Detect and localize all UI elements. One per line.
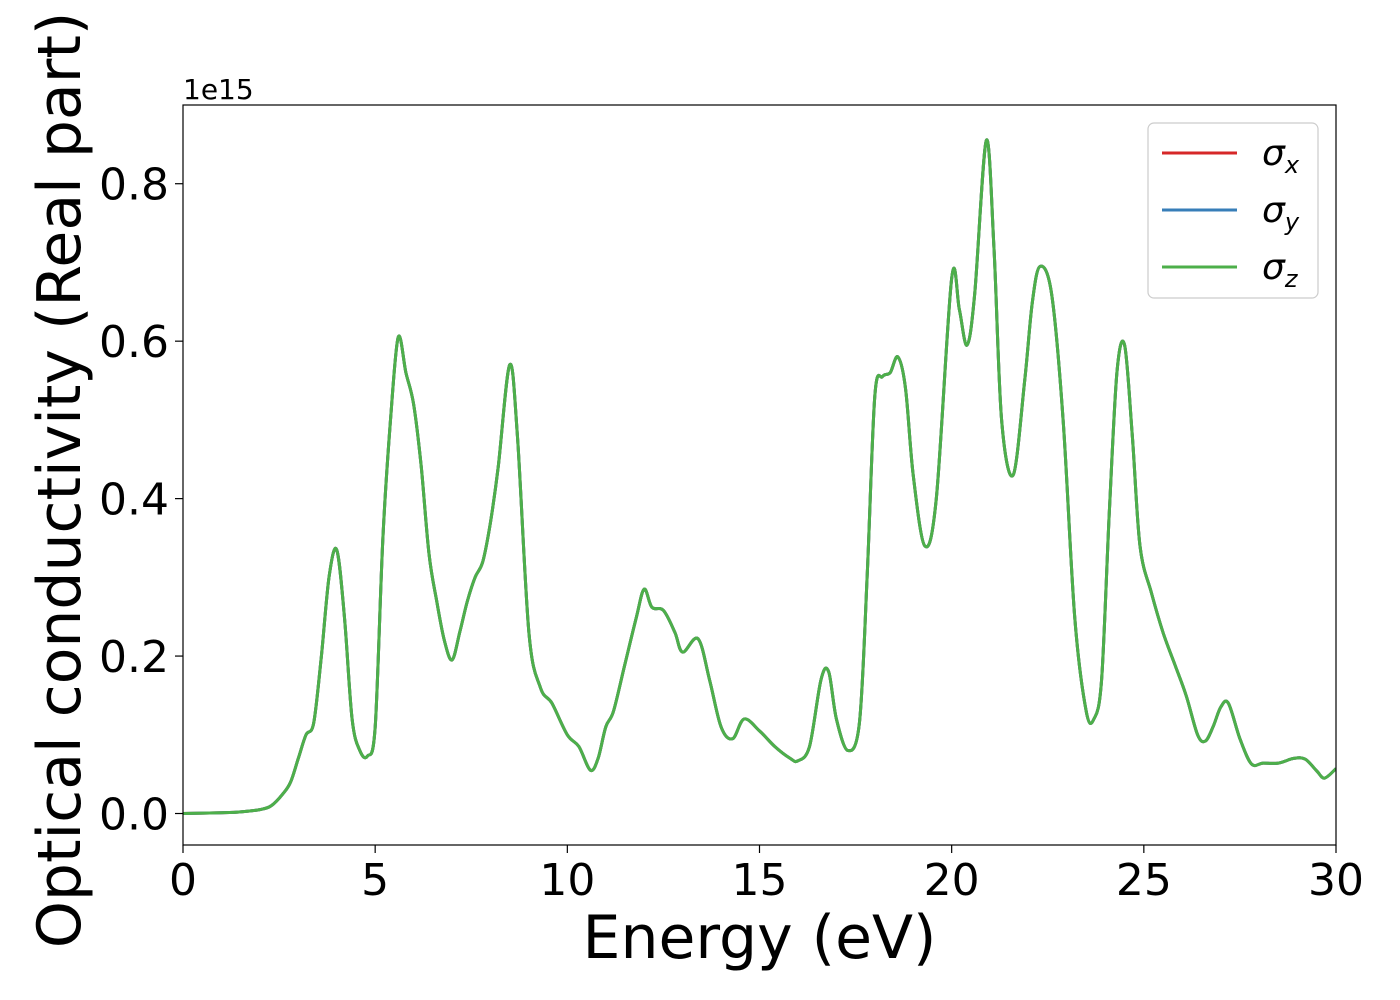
axes-frame (182, 104, 1337, 846)
x-axis-title: Energy (eV) (583, 903, 937, 973)
y-axis-title: Optical conductivity (Real part) (25, 12, 95, 949)
axes-ticks: 0 5 10 15 20 25 30 0.0 0.2 0.4 0.6 0.8 (99, 160, 1364, 906)
series-line-z (183, 138, 1336, 815)
y-tick-label: 0.0 (99, 790, 169, 841)
x-tick-label: 25 (1116, 855, 1172, 906)
x-tick-label: 0 (169, 855, 197, 906)
legend-label-y: σy (1262, 190, 1300, 236)
y-tick-label: 0.2 (99, 632, 169, 683)
x-tick-label: 5 (361, 855, 389, 906)
y-offset-label: 1e15 (183, 73, 254, 106)
plot-area (183, 138, 1336, 815)
legend-label-x: σx (1262, 133, 1300, 179)
y-tick-label: 0.8 (99, 160, 169, 211)
x-tick-label: 15 (732, 855, 788, 906)
legend: σx σy σz (1147, 122, 1319, 299)
y-tick-label: 0.4 (99, 475, 169, 526)
y-tick-label: 0.6 (99, 317, 169, 368)
x-tick-label: 20 (924, 855, 980, 906)
legend-label-z: σz (1262, 247, 1299, 293)
x-tick-label: 10 (539, 855, 595, 906)
x-tick-label: 30 (1308, 855, 1364, 906)
